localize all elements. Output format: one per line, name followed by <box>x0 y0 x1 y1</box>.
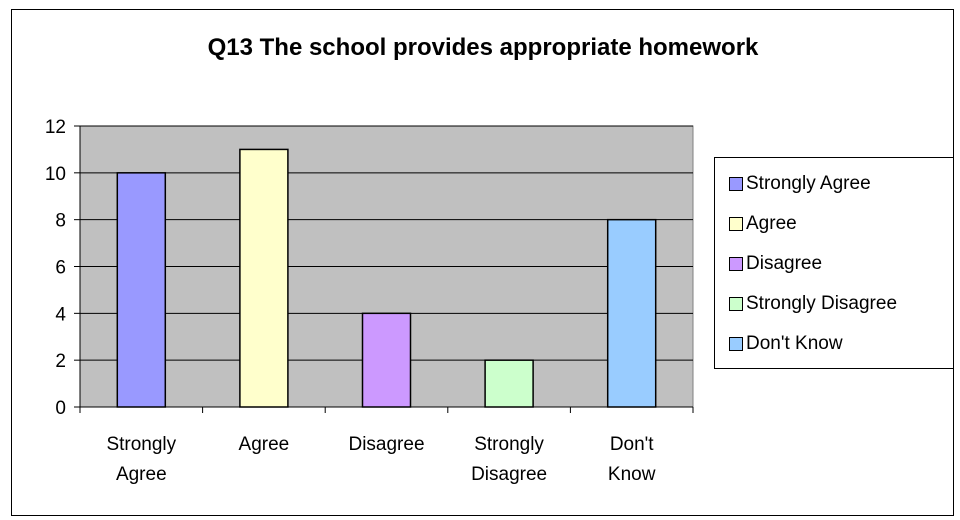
x-tick-label: Strongly <box>106 434 176 455</box>
x-tick-label: Agree <box>239 434 290 455</box>
bar-strongly-disagree <box>484 359 534 408</box>
y-tick-label: 10 <box>45 164 66 185</box>
bar-strongly-agree <box>116 172 167 408</box>
y-tick-label: 12 <box>45 117 66 138</box>
legend-swatch <box>729 297 743 311</box>
chart-title: Q13 The school provides appropriate home… <box>208 34 759 61</box>
legend-item-strongly-disagree: Strongly Disagree <box>729 290 897 318</box>
y-tick-label: 6 <box>55 258 66 279</box>
legend-swatch <box>729 257 743 271</box>
legend-item-disagree: Disagree <box>729 250 822 278</box>
y-tick-label: 4 <box>55 304 66 325</box>
legend-item-agree: Agree <box>729 210 797 238</box>
legend-swatch <box>729 337 743 351</box>
legend-label: Strongly Agree <box>746 173 871 194</box>
x-tick-label: Don't <box>610 434 654 455</box>
legend-label: Disagree <box>746 253 823 274</box>
y-tick-label: 8 <box>55 211 66 232</box>
legend-label: Agree <box>746 213 797 234</box>
x-tick-label: Strongly <box>474 434 544 455</box>
legend-label: Strongly Disagree <box>746 293 898 314</box>
legend-label: Don't Know <box>746 333 843 354</box>
y-tick-label: 0 <box>55 398 66 419</box>
bar-disagree <box>361 312 412 408</box>
x-tick-label: Disagree <box>348 434 424 455</box>
x-tick-label: Agree <box>116 464 167 485</box>
chart-legend: Strongly Agree Agree Disagree Strongly D… <box>714 157 954 369</box>
legend-swatch <box>729 217 743 231</box>
legend-item-strongly-agree: Strongly Agree <box>729 170 871 198</box>
legend-swatch <box>729 177 743 191</box>
plot-area: 0 2 4 6 8 10 12 Strongly Agree Agree Disagree Stron… <box>45 117 694 485</box>
bar-agree <box>239 148 289 408</box>
legend-item-dont-know: Don't Know <box>729 330 843 358</box>
y-tick-label: 2 <box>55 351 66 372</box>
bar-don-t-know <box>606 218 657 408</box>
x-tick-label: Disagree <box>471 464 547 485</box>
x-tick-label: Know <box>608 464 656 485</box>
